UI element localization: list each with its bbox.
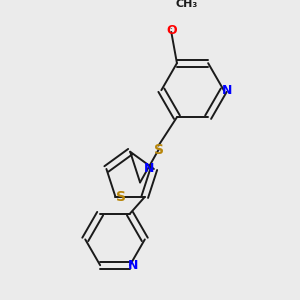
Text: S: S — [116, 190, 126, 204]
Text: N: N — [144, 163, 154, 176]
Text: O: O — [166, 24, 177, 37]
Text: CH₃: CH₃ — [176, 0, 198, 9]
Text: N: N — [128, 259, 139, 272]
Text: S: S — [154, 143, 164, 157]
Text: N: N — [222, 84, 232, 97]
